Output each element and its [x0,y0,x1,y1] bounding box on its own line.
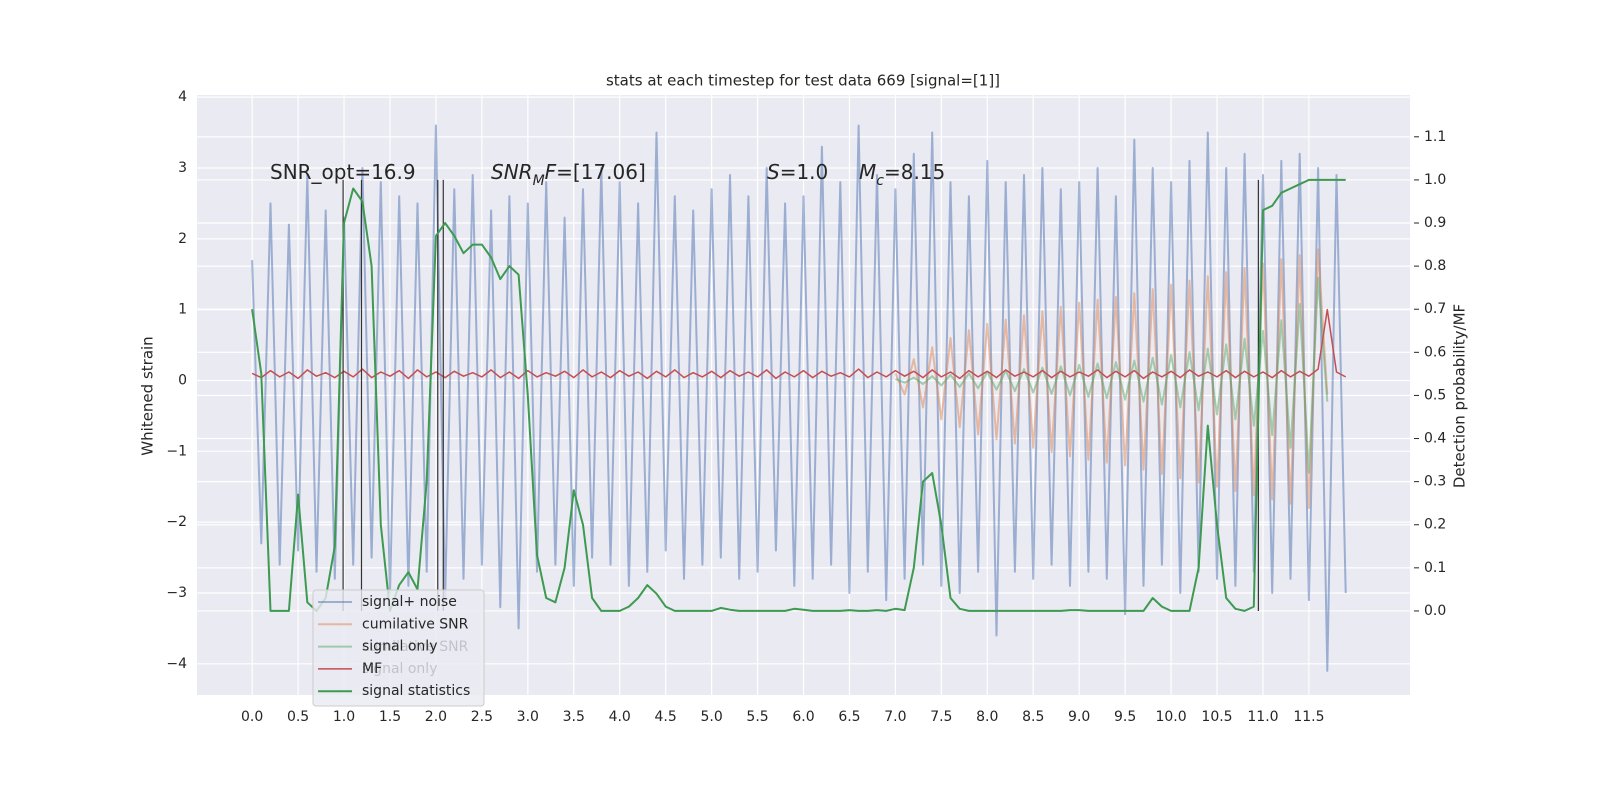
x-tick-label: 5.0 [700,709,722,725]
x-tick-label: 3.0 [517,709,539,725]
y-tick-label: −1 [166,443,187,459]
y-tick-label: 1 [178,302,187,318]
annotation-part: =[17.06] [556,160,646,184]
annotation: SNRMF=[17.06] [491,160,646,190]
y-axis-label: Whitened strain [139,336,157,455]
annotation-part: S [767,160,780,184]
y2-tick-label: 0.2 [1424,517,1446,533]
legend-label: MF [362,661,382,677]
x-tick-label: 9.0 [1068,709,1090,725]
x-tick-label: 7.5 [930,709,952,725]
y2-tick-label: 0.5 [1424,387,1446,403]
x-tick-label: 4.0 [609,709,631,725]
x-tick-label: 6.5 [838,709,860,725]
x-tick-label: 0.5 [287,709,309,725]
series-line [251,178,1346,612]
chart-title: stats at each timestep for test data 669… [606,72,1000,90]
series-line [251,308,1347,380]
y2-axis-label: Detection probability/MF [1451,304,1469,488]
x-tick-label: 3.5 [563,709,585,725]
y-tick-label: −4 [166,656,187,672]
x-tick-label: 10.5 [1201,709,1232,725]
legend-label: signal statistics [362,683,470,699]
x-tick-label: 2.0 [425,709,447,725]
x-tick-label: 10.0 [1155,709,1186,725]
x-tick-label: 6.0 [792,709,814,725]
legend-label: signal+ noise [362,594,457,610]
x-tick-label: 2.5 [471,709,493,725]
x-tick-label: 0.0 [241,709,263,725]
series-line [895,276,1329,474]
annotation: SNR_opt=16.9 [270,160,416,184]
annotation-part: M [533,173,545,189]
x-tick-label: 11.5 [1293,709,1324,725]
x-tick-label: 4.5 [655,709,677,725]
legend-label: signal only [362,639,437,655]
annotation: S=1.0 [767,160,828,184]
y2-tick-label: 0.3 [1424,474,1446,490]
annotation-part: c [876,173,884,189]
annotation-part: SNR_opt=16.9 [270,160,416,184]
x-tick-label: 1.0 [333,709,355,725]
annotation-part: =1.0 [780,160,829,184]
x-tick-label: 7.0 [884,709,906,725]
y2-tick-label: 0.8 [1424,258,1446,274]
annotation-part: SNR [491,160,533,184]
y2-tick-label: 0.4 [1424,431,1446,447]
x-tick-label: 11.0 [1247,709,1278,725]
annotation: Mc=8.15 [859,160,945,190]
y-tick-label: 2 [178,231,187,247]
annotation-part: M [859,160,876,184]
annotation-part: =8.15 [884,160,945,184]
y2-tick-label: 1.1 [1424,129,1446,145]
y2-tick-label: 0.1 [1424,560,1446,576]
annotation-part: F [545,160,557,184]
y-tick-label: 0 [178,372,187,388]
y2-tick-label: 0.9 [1424,215,1446,231]
x-tick-label: 1.5 [379,709,401,725]
y2-tick-label: 0.6 [1424,344,1446,360]
y2-tick-label: 0.0 [1424,603,1446,619]
y-tick-label: −2 [166,514,187,530]
y-tick-label: 3 [178,160,187,176]
x-tick-label: 5.5 [746,709,768,725]
y2-tick-label: 1.0 [1424,172,1446,188]
series-line [251,124,1347,672]
legend-box [312,589,485,707]
x-tick-label: 8.0 [976,709,998,725]
y-tick-label: −3 [166,585,187,601]
x-tick-label: 8.5 [1022,709,1044,725]
y2-tick-label: 0.7 [1424,301,1446,317]
y-tick-label: 4 [178,89,187,105]
x-tick-label: 9.5 [1114,709,1136,725]
legend-label: cumilative SNR [362,616,469,632]
